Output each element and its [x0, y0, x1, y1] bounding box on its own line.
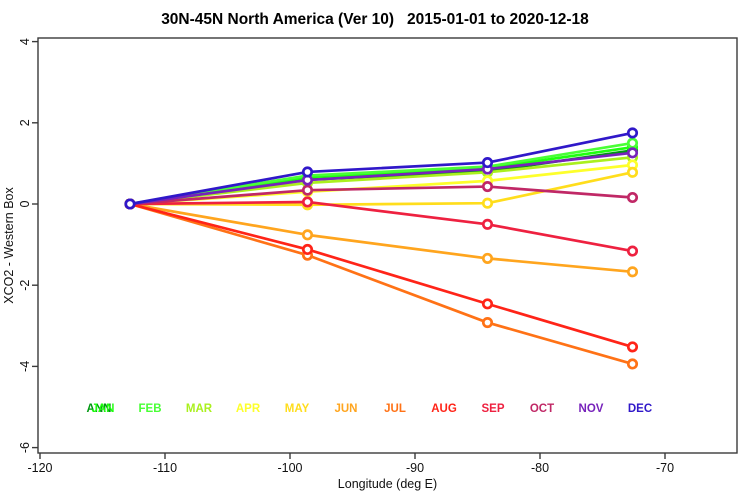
series-line-OCT — [128, 185, 634, 206]
chart-title: 30N-45N North America (Ver 10) 2015-01-0… — [161, 11, 589, 28]
series-marker-DEC — [301, 166, 314, 178]
x-axis-label: Longitude (deg E) — [338, 477, 437, 491]
legend-label-FEB: FEB — [139, 403, 162, 415]
legend-label-JAN: JAN — [91, 403, 114, 415]
series-line-JUN — [128, 202, 634, 274]
legend-label-JUN: JUN — [334, 403, 357, 415]
series-line-MAR — [128, 155, 634, 206]
legend-label-DEC: DEC — [628, 403, 652, 415]
series-marker-FEB — [626, 137, 639, 149]
legend-label-ANN: ANN — [87, 403, 112, 415]
series-marker-SEP — [301, 196, 314, 208]
series-line-SEP — [128, 200, 634, 253]
y-axis-label: XCO2 - Western Box — [2, 187, 16, 304]
legend-label-OCT: OCT — [530, 403, 554, 415]
x-tick-label: -70 — [656, 461, 674, 475]
plot-box — [37, 37, 738, 454]
series-marker-JUL — [481, 317, 494, 329]
series-line-MAY — [128, 170, 634, 207]
series-marker-DEC — [626, 127, 639, 139]
x-tick-label: -100 — [277, 461, 302, 475]
series-marker-SEP — [481, 218, 494, 230]
y-tick-label: 2 — [18, 119, 32, 126]
series-marker-JUN — [481, 252, 494, 264]
series-marker-OCT — [626, 191, 639, 204]
series-marker-OCT — [301, 184, 314, 196]
legend-label-AUG: AUG — [431, 403, 457, 415]
series-marker-OCT — [481, 180, 494, 193]
legend-label-JUL: JUL — [384, 403, 406, 415]
series-marker-DEC — [124, 198, 136, 210]
series-line-FEB — [128, 141, 634, 206]
x-tick-label: -110 — [153, 461, 177, 475]
y-tick-label: 4 — [18, 38, 32, 45]
series-marker-AUG — [481, 298, 494, 310]
legend-label-SEP: SEP — [481, 403, 504, 415]
series-marker-MAY — [626, 166, 639, 178]
series-line-JUL — [128, 202, 634, 366]
legend-label-MAR: MAR — [186, 403, 213, 415]
series-marker-MAY — [481, 197, 494, 209]
x-tick-label: -80 — [531, 461, 549, 475]
series-marker-NOV — [626, 147, 639, 159]
series-line-NOV — [128, 151, 634, 206]
x-tick-label: -90 — [406, 461, 424, 475]
series-marker-JUL — [626, 358, 639, 370]
legend-label-APR: APR — [236, 403, 261, 415]
y-tick-label: -2 — [18, 280, 32, 291]
x-tick-label: -120 — [27, 461, 52, 475]
series-marker-AUG — [301, 243, 314, 256]
series-marker-JUN — [626, 266, 639, 278]
y-tick-label: 0 — [18, 200, 32, 207]
series-marker-AUG — [626, 341, 639, 353]
legend-label-MAY: MAY — [285, 403, 310, 415]
legend-label-NOV: NOV — [579, 403, 604, 415]
y-tick-label: -6 — [18, 442, 32, 453]
series-marker-DEC — [481, 157, 494, 169]
y-tick-label: -4 — [18, 361, 32, 372]
series-line-DEC — [128, 131, 634, 206]
series-line-AUG — [128, 202, 634, 349]
series-marker-JUN — [301, 229, 314, 241]
series-marker-SEP — [626, 245, 639, 257]
